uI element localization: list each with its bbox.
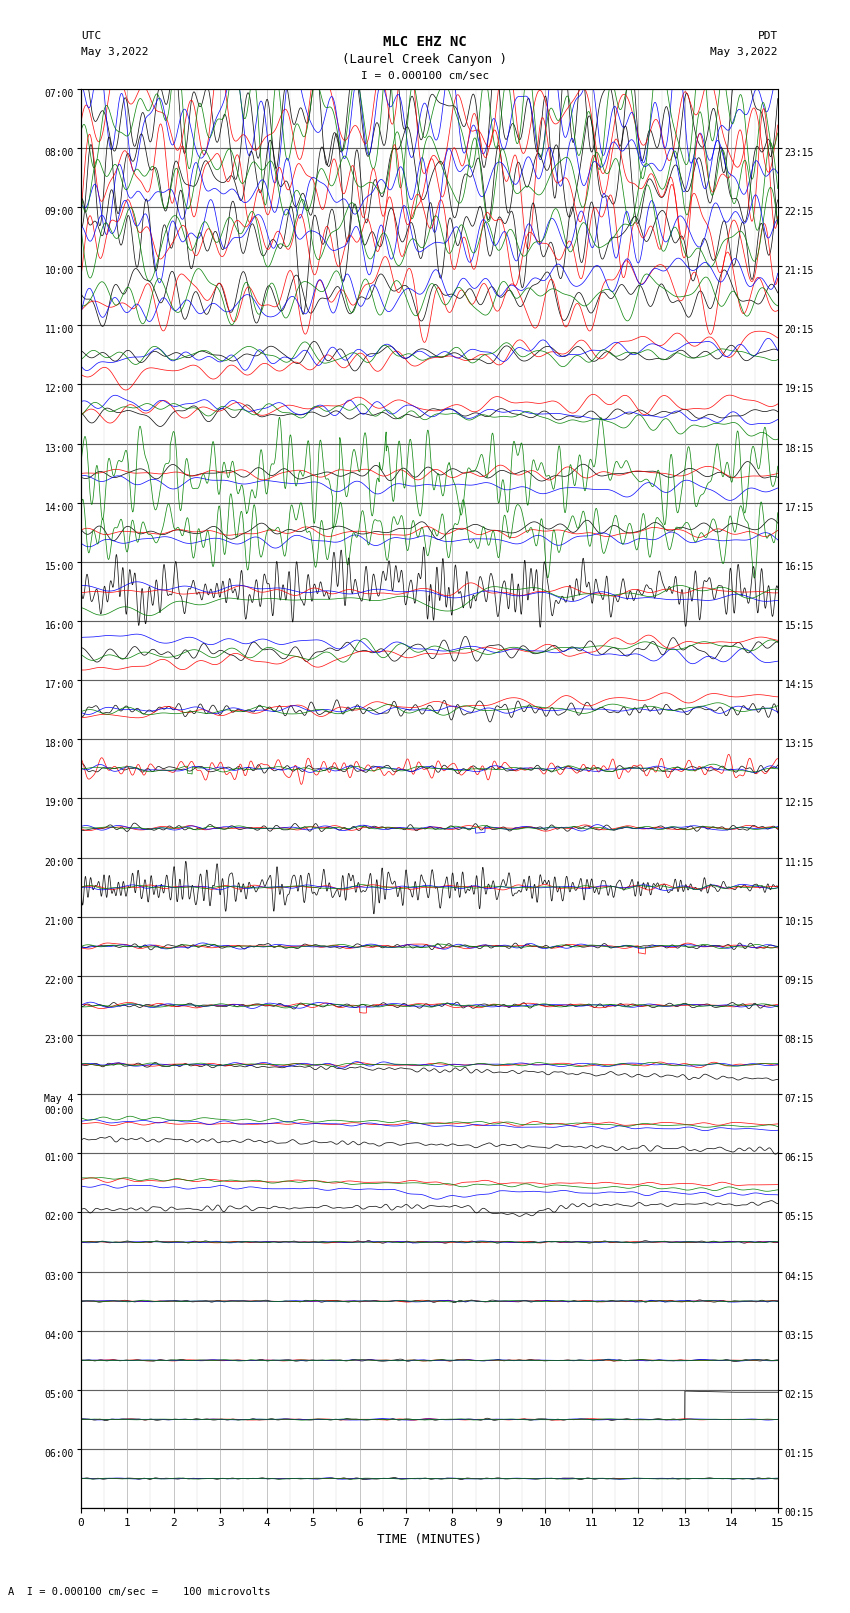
Text: MLC EHZ NC: MLC EHZ NC <box>383 35 467 50</box>
Text: May 3,2022: May 3,2022 <box>711 47 778 56</box>
Text: UTC: UTC <box>81 31 101 40</box>
Text: I = 0.000100 cm/sec: I = 0.000100 cm/sec <box>361 71 489 81</box>
X-axis label: TIME (MINUTES): TIME (MINUTES) <box>377 1534 482 1547</box>
Text: (Laurel Creek Canyon ): (Laurel Creek Canyon ) <box>343 53 507 66</box>
Text: A  I = 0.000100 cm/sec =    100 microvolts: A I = 0.000100 cm/sec = 100 microvolts <box>8 1587 271 1597</box>
Text: PDT: PDT <box>757 31 778 40</box>
Text: May 3,2022: May 3,2022 <box>81 47 148 56</box>
